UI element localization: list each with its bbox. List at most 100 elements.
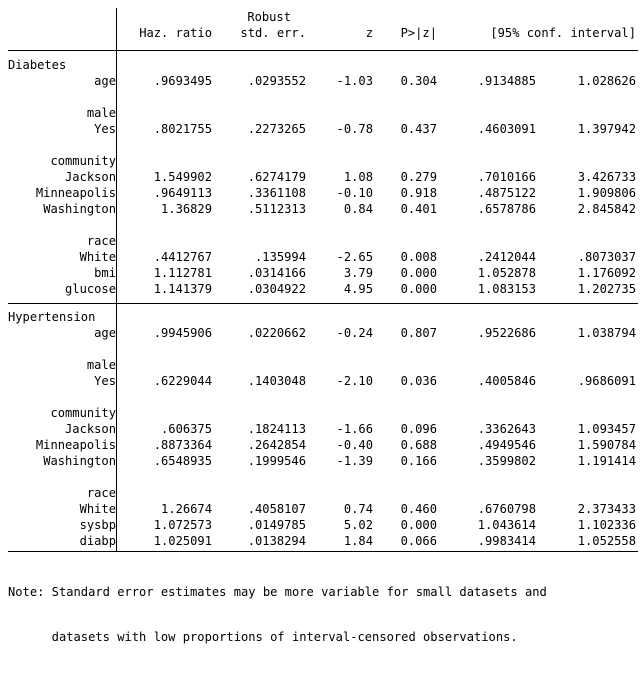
- header-row-2: Haz. ratio std. err. z P>|z| [95% conf. …: [0, 25, 644, 41]
- row-label: age: [94, 74, 116, 88]
- ci-lower: .4875122: [477, 186, 536, 200]
- section-title-row: Diabetes: [0, 57, 644, 73]
- ci-upper: .9686091: [577, 374, 636, 388]
- header-haz-ratio: Haz. ratio: [139, 26, 212, 40]
- variable-group-row: male: [0, 357, 644, 373]
- table-row: Washington 1.36829 .5112313 0.84 0.401 .65787…: [0, 201, 644, 217]
- ci-lower: .9522686: [477, 326, 536, 340]
- ci-lower: .3362643: [477, 422, 536, 436]
- table-row: Minneapolis .9649113 .3361108 -0.10 0.918 .48…: [0, 185, 644, 201]
- ci-lower: .2412044: [477, 250, 536, 264]
- std-error: .135994: [255, 250, 306, 264]
- header-ci: [95% conf. interval]: [490, 26, 636, 40]
- variable-group-label: race: [86, 234, 116, 248]
- header-std-err: std. err.: [240, 26, 306, 40]
- row-label: Washington: [43, 202, 116, 216]
- table-row: bmi 1.112781 .0314166 3.79 0.000 1.052878 1.17…: [0, 265, 644, 281]
- section-title: Hypertension: [8, 310, 96, 324]
- std-error: .0220662: [247, 326, 306, 340]
- p-value: 0.000: [400, 518, 437, 532]
- ci-upper: 2.845842: [577, 202, 636, 216]
- table-row: sysbp 1.072573 .0149785 5.02 0.000 1.043614 1.…: [0, 517, 644, 533]
- ci-upper: 3.426733: [577, 170, 636, 184]
- row-label: Jackson: [65, 170, 116, 184]
- std-error: .1824113: [247, 422, 306, 436]
- std-error: .6274179: [247, 170, 306, 184]
- row-label: Minneapolis: [35, 186, 116, 200]
- hazard-ratio: 1.26674: [161, 502, 212, 516]
- ci-upper: 1.202735: [577, 282, 636, 296]
- z-value: 5.02: [343, 518, 373, 532]
- std-error: .0304922: [247, 282, 306, 296]
- hazard-ratio: 1.072573: [153, 518, 212, 532]
- row-label: White: [79, 250, 116, 264]
- row-label: Yes: [94, 122, 116, 136]
- std-error: .1999546: [247, 454, 306, 468]
- std-error: .2273265: [247, 122, 306, 136]
- ci-upper: 1.909806: [577, 186, 636, 200]
- ci-lower: .9983414: [477, 534, 536, 548]
- z-value: 3.79: [343, 266, 373, 280]
- row-label: Yes: [94, 374, 116, 388]
- ci-upper: 1.052558: [577, 534, 636, 548]
- variable-group-row: community: [0, 405, 644, 421]
- ci-lower: .4005846: [477, 374, 536, 388]
- variable-group-label: community: [50, 406, 116, 420]
- p-value: 0.460: [400, 502, 437, 516]
- std-error: .3361108: [247, 186, 306, 200]
- z-value: -2.65: [336, 250, 373, 264]
- header-robust: Robust: [247, 10, 291, 24]
- p-value: 0.000: [400, 266, 437, 280]
- p-value: 0.918: [400, 186, 437, 200]
- table-row: Jackson .606375 .1824113 -1.66 0.096 .3362643…: [0, 421, 644, 437]
- row-label: sysbp: [79, 518, 116, 532]
- row-label: age: [94, 326, 116, 340]
- p-value: 0.279: [400, 170, 437, 184]
- ci-upper: .8073037: [577, 250, 636, 264]
- header-row-1: Robust: [0, 9, 644, 25]
- p-value: 0.000: [400, 282, 437, 296]
- z-value: -1.66: [336, 422, 373, 436]
- footnote-line-2: datasets with low proportions of interva…: [8, 630, 518, 644]
- ci-lower: .6578786: [477, 202, 536, 216]
- z-value: -0.78: [336, 122, 373, 136]
- section-title-row: Hypertension: [0, 309, 644, 325]
- ci-upper: 1.028626: [577, 74, 636, 88]
- std-error: .0293552: [247, 74, 306, 88]
- ci-upper: 1.590784: [577, 438, 636, 452]
- variable-group-row: race: [0, 233, 644, 249]
- row-label: bmi: [94, 266, 116, 280]
- p-value: 0.008: [400, 250, 437, 264]
- std-error: .4058107: [247, 502, 306, 516]
- z-value: -0.10: [336, 186, 373, 200]
- p-value: 0.166: [400, 454, 437, 468]
- ci-lower: .3599802: [477, 454, 536, 468]
- ci-lower: .7010166: [477, 170, 536, 184]
- variable-group-label: race: [86, 486, 116, 500]
- table-row: White 1.26674 .4058107 0.74 0.460 .6760798 2.3…: [0, 501, 644, 517]
- z-value: -1.03: [336, 74, 373, 88]
- footnote: Note: Standard error estimates may be mo…: [8, 555, 547, 675]
- column-divider: [116, 8, 117, 551]
- variable-group-label: male: [86, 358, 116, 372]
- row-label: Jackson: [65, 422, 116, 436]
- p-value: 0.304: [400, 74, 437, 88]
- ci-lower: .9134885: [477, 74, 536, 88]
- std-error: .0149785: [247, 518, 306, 532]
- table-row: age .9693495 .0293552 -1.03 0.304 .9134885 1.0…: [0, 73, 644, 89]
- header-z: z: [365, 26, 373, 40]
- std-error: .0314166: [247, 266, 306, 280]
- section-title: Diabetes: [8, 58, 67, 72]
- ci-lower: 1.052878: [477, 266, 536, 280]
- table-row: age .9945906 .0220662 -0.24 0.807 .9522686 1.0…: [0, 325, 644, 341]
- z-value: -0.24: [336, 326, 373, 340]
- ci-lower: 1.043614: [477, 518, 536, 532]
- z-value: -0.40: [336, 438, 373, 452]
- p-value: 0.688: [400, 438, 437, 452]
- table-row: Jackson 1.549902 .6274179 1.08 0.279 .7010166…: [0, 169, 644, 185]
- ci-upper: 1.191414: [577, 454, 636, 468]
- ci-upper: 1.397942: [577, 122, 636, 136]
- ci-upper: 1.093457: [577, 422, 636, 436]
- table-row: Washington .6548935 .1999546 -1.39 0.166 .359…: [0, 453, 644, 469]
- hazard-ratio: 1.112781: [153, 266, 212, 280]
